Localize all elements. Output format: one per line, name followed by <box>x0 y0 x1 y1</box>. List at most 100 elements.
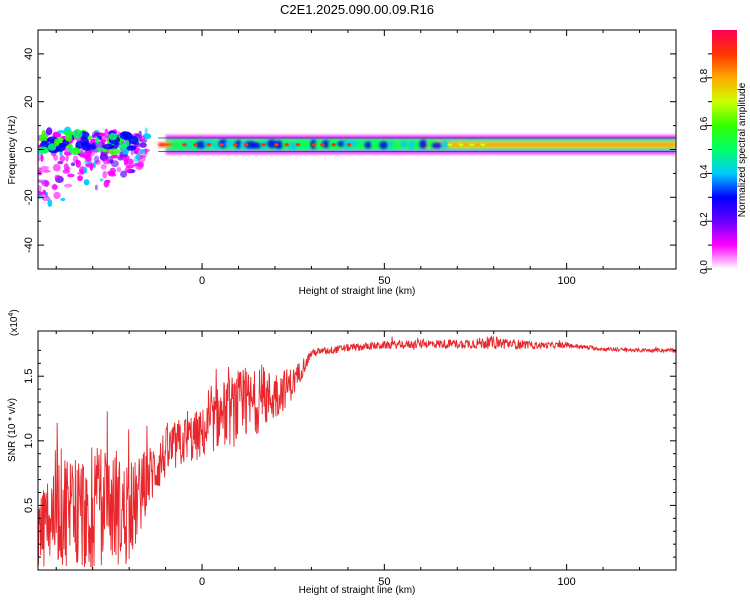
heatmap-scatter-cell <box>91 134 96 138</box>
heatmap-scatter-cell <box>137 135 146 141</box>
heatmap-scatter-cell <box>103 143 114 150</box>
heatmap-hotspot <box>458 143 464 147</box>
heatmap-hotspot <box>193 143 198 147</box>
heatmap-scatter-cell <box>96 146 104 151</box>
heatmap-x-tick-label: 100 <box>557 275 575 287</box>
heatmap-scatter-cell <box>91 142 97 150</box>
heatmap-scatter-cell <box>75 160 82 168</box>
heatmap-scatter-cell <box>134 143 140 147</box>
heatmap-y-tick-label: -40 <box>23 237 35 253</box>
heatmap-scatter-cell <box>135 162 144 170</box>
heatmap-band-blob <box>400 140 409 148</box>
heatmap-scatter-cell <box>119 151 123 158</box>
heatmap-scatter-cell <box>64 134 73 142</box>
heatmap-scatter-cell <box>94 132 101 137</box>
heatmap-band-blob <box>379 141 389 150</box>
heatmap-scatter-cell <box>53 138 60 147</box>
heatmap-scatter-cell <box>41 179 50 187</box>
heatmap-hotspot <box>320 143 325 147</box>
heatmap-scatter-cell <box>140 149 146 155</box>
colorbar-tick-label: 0.2 <box>699 212 710 226</box>
heatmap-band-blob <box>408 140 416 150</box>
heatmap-scatter-cell <box>38 179 43 183</box>
heatmap-scatter-cell <box>40 154 44 162</box>
heatmap-scatter-cell <box>108 148 121 155</box>
heatmap-scatter-cell <box>40 165 50 170</box>
heatmap-hotspot <box>261 143 266 147</box>
snr-frame <box>37 330 677 571</box>
heatmap-y-axis-label: Frequency (Hz) <box>7 116 18 185</box>
heatmap-scatter-cell <box>47 143 57 151</box>
colorbar-tick-label: 0.6 <box>699 116 710 130</box>
heatmap-hotspot <box>312 143 317 147</box>
heatmap-scatter-cell <box>62 169 71 174</box>
heatmap-scatter-cell <box>52 163 61 172</box>
heatmap-scatter-cell <box>120 170 128 178</box>
heatmap-scatter-cell <box>95 137 100 144</box>
heatmap-band-blob <box>440 140 449 150</box>
heatmap-hotspot <box>206 143 212 147</box>
heatmap-hotspot <box>469 143 475 147</box>
heatmap-hotspot <box>331 143 336 147</box>
snr-y-tick-label: 0.5 <box>23 498 35 513</box>
heatmap-scatter-cell <box>51 183 58 191</box>
snr-y-tick-label: 1.0 <box>23 433 35 448</box>
heatmap-scatter-cell <box>109 159 114 164</box>
heatmap-x-axis-label: Height of straight line (km) <box>299 286 416 297</box>
colorbar-ticks: 0.0 0.2 0.4 0.6 0.8 <box>699 53 712 274</box>
snr-scale-prefix: (x10 <box>9 316 20 336</box>
heatmap-scatter-cell <box>102 158 110 165</box>
heatmap-scatter-cell <box>105 179 111 184</box>
heatmap-scatter-cell <box>60 197 66 202</box>
snr-x-tick-label: 50 <box>378 576 390 588</box>
heatmap-hotspot <box>233 143 238 147</box>
heatmap-scatter-cell <box>123 132 133 141</box>
snr-x-axis-label: Height of straight line (km) <box>299 585 416 596</box>
heatmap-hotspot <box>182 143 187 147</box>
heatmap-scatter-cell <box>108 132 117 141</box>
heatmap-scatter-cell <box>100 163 107 170</box>
heatmap-scatter-cell <box>70 162 76 167</box>
heatmap-band-blob <box>287 141 298 151</box>
heatmap-scatter-cell <box>104 128 109 135</box>
heatmap-scatter-cell <box>66 173 75 178</box>
heatmap-scatter-cell <box>87 135 93 141</box>
heatmap-scatter-cell <box>53 154 58 161</box>
heatmap-band-blob <box>301 141 312 150</box>
snr-scale-exponent: 4 <box>8 313 15 317</box>
heatmap-band-blob <box>391 142 399 149</box>
snr-plot-area <box>38 331 676 570</box>
heatmap-hotspot <box>284 143 289 147</box>
heatmap-scatter-cell <box>65 154 69 162</box>
heatmap-scatter-cell <box>80 137 89 147</box>
heatmap-scatter-cell <box>38 185 42 192</box>
heatmap-y-tick-label: -20 <box>23 189 35 205</box>
snr-x-tick-label: 0 <box>199 576 205 588</box>
heatmap-hotspot <box>274 143 279 147</box>
heatmap-scatter-cell <box>38 191 47 196</box>
heatmap-scatter-cell <box>53 191 61 200</box>
heatmap-band-blob <box>313 141 325 149</box>
heatmap-scatter <box>38 126 152 207</box>
heatmap-scatter-cell <box>133 156 140 163</box>
heatmap-scatter-cell <box>72 147 81 155</box>
heatmap-scatter-cell <box>102 170 108 179</box>
heatmap-scatter-cell <box>57 161 64 165</box>
heatmap-scatter-cell <box>72 128 83 139</box>
heatmap-scatter-cell <box>85 163 94 168</box>
colorbar-tick-label: 0.8 <box>699 68 710 82</box>
heatmap-scatter-cell <box>144 148 148 155</box>
heatmap-scatter-cell <box>93 155 100 164</box>
heatmap-cells <box>38 126 676 207</box>
heatmap-scatter-cell <box>42 169 51 173</box>
heatmap-band-blob <box>251 142 262 149</box>
colorbar: 0.0 0.2 0.4 0.6 0.8 Normalized spectral ampl… <box>699 30 748 274</box>
heatmap-scatter-cell <box>54 174 61 180</box>
heatmap-scatter-cell <box>126 158 134 165</box>
heatmap-hotspot <box>295 143 301 147</box>
snr-panel: 0 50 100 0.5 1.0 1.5 Height of straight line … <box>7 309 677 596</box>
snr-y-axis-label: SNR (10 * v/v) <box>7 398 18 462</box>
heatmap-hotspot <box>346 143 352 147</box>
colorbar-label: Normalized spectral amplitude <box>737 82 748 217</box>
snr-scale-close: ) <box>9 309 20 312</box>
